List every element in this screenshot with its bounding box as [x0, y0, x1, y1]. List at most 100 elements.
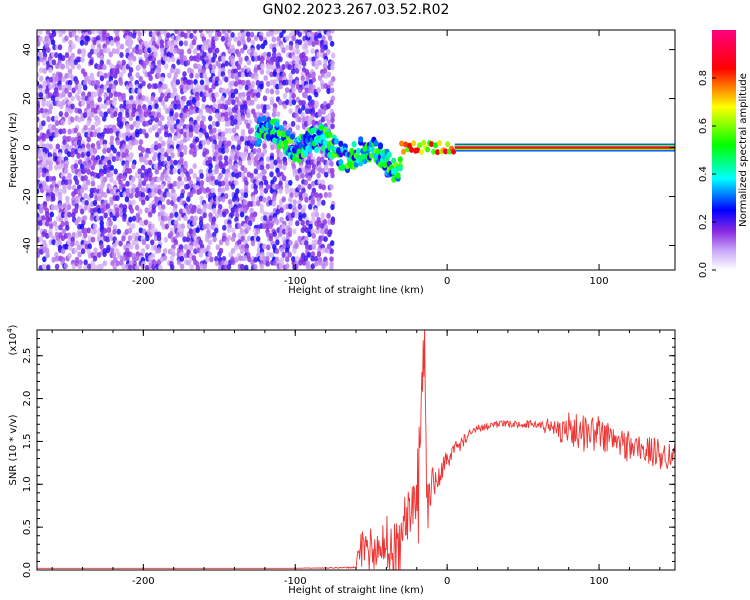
- heatmap-cell: [244, 247, 249, 254]
- heatmap-cell: [153, 187, 159, 194]
- colorbar-tick-label: 0.4: [698, 166, 709, 182]
- heatmap-cell: [148, 75, 153, 82]
- heatmap-cell: [255, 200, 261, 207]
- heatmap-cell: [320, 179, 326, 186]
- heatmap-cell: [214, 260, 220, 267]
- heatmap-cell: [128, 60, 133, 67]
- heatmap-cell: [227, 199, 233, 206]
- heatmap-cell: [61, 144, 66, 151]
- heatmap-cell: [77, 147, 82, 154]
- heatmap-cell: [93, 264, 99, 270]
- heatmap-cell: [217, 55, 223, 62]
- heatmap-cell: [237, 119, 242, 126]
- heatmap-cell: [217, 203, 223, 210]
- heatmap-cell: [183, 79, 188, 86]
- heatmap-cell: [86, 136, 91, 143]
- heatmap-cell: [41, 112, 47, 119]
- heatmap-cell: [122, 215, 127, 222]
- heatmap-cell: [274, 248, 280, 255]
- heatmap-cell: [314, 63, 319, 70]
- heatmap-cell: [80, 35, 85, 42]
- heatmap-cell: [131, 223, 136, 230]
- heatmap-cell: [106, 227, 112, 234]
- heatmap-cell: [37, 103, 41, 110]
- heatmap-cell: [48, 83, 53, 90]
- heatmap-cell: [201, 139, 206, 146]
- heatmap-cell: [115, 68, 120, 75]
- heatmap-cell: [259, 188, 265, 195]
- heatmap-cell: [230, 55, 235, 62]
- heatmap-cell: [54, 255, 60, 262]
- heatmap-cell: [45, 195, 51, 202]
- heatmap-cell: [83, 124, 88, 131]
- heatmap-cell: [246, 48, 252, 55]
- snr-background: [37, 330, 675, 570]
- heatmap-cell: [230, 211, 235, 218]
- y-tick-label: 20: [22, 92, 33, 105]
- heatmap-cell: [239, 135, 245, 142]
- heatmap-cell: [118, 115, 124, 122]
- heatmap-cell: [288, 203, 293, 210]
- heatmap-cell: [338, 159, 344, 166]
- heatmap-cell: [128, 216, 133, 223]
- heatmap-cell: [275, 219, 280, 226]
- heatmap-cell: [176, 223, 182, 230]
- heatmap-cell: [64, 107, 70, 114]
- heatmap-cell: [102, 227, 108, 234]
- heatmap-cell: [249, 84, 255, 91]
- heatmap-cell: [231, 127, 237, 134]
- y-tick-label: 0.0: [22, 562, 33, 578]
- heatmap-cell: [189, 108, 194, 115]
- heatmap-cell: [183, 40, 189, 47]
- heatmap-cell: [198, 188, 203, 195]
- heatmap-cell: [169, 43, 174, 50]
- heatmap-cell: [118, 240, 123, 247]
- heatmap-cell: [224, 184, 230, 191]
- heatmap-cell: [252, 200, 258, 207]
- heatmap-cell: [262, 223, 267, 230]
- heatmap-cell: [176, 103, 182, 110]
- heatmap-cell: [317, 75, 323, 82]
- heatmap-cell: [223, 104, 229, 111]
- heatmap-cell: [141, 239, 147, 246]
- heatmap-cell: [199, 180, 205, 187]
- heatmap-cell: [102, 159, 107, 166]
- heatmap-cell: [227, 36, 232, 43]
- heatmap-cell: [160, 76, 165, 83]
- heatmap-cell: [234, 207, 239, 214]
- heatmap-cell: [92, 159, 97, 166]
- heatmap-cell: [96, 207, 102, 214]
- heatmap-cell: [295, 55, 301, 62]
- heatmap-cell: [207, 47, 213, 54]
- heatmap-cell: [311, 40, 316, 47]
- heatmap-cell: [327, 35, 333, 42]
- heatmap-cell: [67, 252, 72, 259]
- heatmap-cell: [269, 99, 275, 106]
- heatmap-cell: [61, 228, 67, 235]
- heatmap-cell: [327, 219, 332, 226]
- heatmap-cell: [54, 75, 59, 82]
- heatmap-cell: [322, 63, 328, 70]
- heatmap-cell: [64, 179, 69, 186]
- heatmap-cell: [266, 251, 271, 258]
- heatmap-cell: [90, 124, 96, 131]
- heatmap-cell: [323, 191, 329, 198]
- heatmap-cell: [217, 71, 223, 78]
- heatmap-cell: [330, 123, 335, 130]
- heatmap-cell: [320, 156, 325, 163]
- heatmap-cell: [246, 91, 251, 98]
- heatmap-cell: [135, 72, 140, 79]
- heatmap-cell: [230, 236, 236, 243]
- heatmap-cell: [70, 116, 75, 123]
- heatmap-cell: [283, 139, 289, 146]
- heatmap-cell: [303, 255, 309, 262]
- heatmap-cell: [330, 52, 336, 59]
- heatmap-cell: [224, 76, 229, 83]
- heatmap-cell: [326, 212, 331, 219]
- heatmap-cell: [235, 188, 240, 195]
- heatmap-cell: [79, 208, 85, 215]
- heatmap-cell: [397, 156, 403, 163]
- heatmap-cell: [224, 147, 230, 154]
- heatmap-cell: [271, 200, 277, 207]
- heatmap-cell: [99, 215, 104, 222]
